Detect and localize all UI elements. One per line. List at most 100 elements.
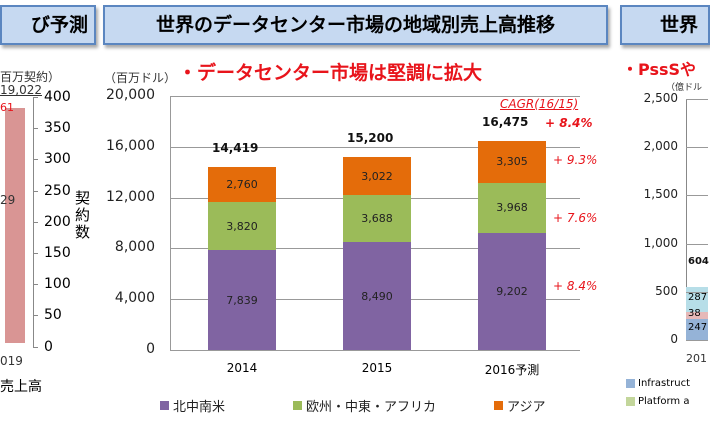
y-tick-label: 0 bbox=[146, 341, 155, 357]
bar-value-label: 2,760 bbox=[226, 177, 258, 191]
legend-emea: 欧州・中東・アフリカ bbox=[293, 396, 436, 415]
legend-label: Platform a bbox=[638, 396, 690, 407]
y-axis-unit: （百万ドル） bbox=[104, 71, 177, 85]
right-seg-software bbox=[686, 287, 708, 312]
bar-value-label: 3,820 bbox=[226, 219, 258, 233]
left-axis-tick bbox=[33, 284, 38, 286]
bar-segment: 2,760 bbox=[208, 166, 276, 202]
main-title: 世界のデータセンター市場の地域別売上高推移 bbox=[155, 14, 555, 36]
y-tick-label: 8,000 bbox=[114, 239, 155, 256]
y-tick-label: 16,000 bbox=[106, 137, 155, 154]
growth-asia: + 9.3% bbox=[553, 153, 598, 167]
cagr-total: + 8.4% bbox=[545, 116, 593, 130]
left-marker-value: 61 bbox=[0, 101, 14, 114]
right-legend-platform: Platform a bbox=[626, 396, 689, 407]
left-bar bbox=[5, 108, 25, 343]
right-seg-platform bbox=[686, 312, 708, 319]
left-axis-title: 契約数 bbox=[75, 189, 91, 241]
main-headline: ・データセンター市場は堅調に拡大 bbox=[178, 62, 483, 84]
legend-swatch bbox=[494, 401, 503, 410]
left-axis-tick-label: 0 bbox=[44, 338, 53, 355]
right-axis-tick-label: 1,500 bbox=[643, 187, 678, 202]
right-seg-label: 38 bbox=[688, 308, 701, 319]
right-seg-infra bbox=[686, 319, 708, 340]
bar-total-label: 14,419 bbox=[212, 140, 259, 155]
right-gridline bbox=[686, 147, 708, 149]
right-gridline bbox=[686, 99, 708, 100]
right-axis-line bbox=[686, 99, 687, 340]
bar-segment: 3,688 bbox=[343, 195, 411, 243]
left-axis-tick-label: 350 bbox=[44, 120, 71, 137]
left-axis-tick bbox=[33, 97, 38, 98]
growth-americas: + 8.4% bbox=[553, 279, 598, 293]
right-title-box: 世界 bbox=[620, 5, 710, 45]
right-legend-infra: Infrastruct bbox=[626, 378, 690, 389]
left-unit: 百万契約） bbox=[0, 70, 61, 84]
legend-swatch bbox=[626, 379, 635, 388]
x-tick-label: 2016予測 bbox=[484, 363, 540, 377]
bar-total-label: 16,475 bbox=[482, 114, 529, 129]
left-axis-tick bbox=[33, 253, 38, 254]
growth-emea: + 7.6% bbox=[553, 211, 598, 225]
legend-swatch bbox=[626, 397, 635, 406]
right-seg-label: 247 bbox=[688, 322, 708, 333]
bar-value-label: 3,022 bbox=[361, 169, 393, 183]
left-axis-tick-label: 250 bbox=[44, 182, 71, 199]
legend-asia: アジア bbox=[494, 396, 545, 415]
gridline bbox=[170, 96, 580, 97]
bar-segment: 3,022 bbox=[343, 156, 411, 196]
bar-segment: 7,839 bbox=[208, 250, 276, 350]
left-title: び予測 bbox=[30, 14, 88, 36]
bar-value-label: 3,688 bbox=[361, 212, 393, 226]
right-axis-tick-label: 2,000 bbox=[643, 139, 678, 154]
right-title: 世界 bbox=[660, 14, 699, 36]
right-unit: （億ドル bbox=[666, 83, 703, 93]
left-axis-tick bbox=[33, 159, 38, 161]
legend-label: 欧州・中東・アフリカ bbox=[306, 400, 437, 415]
bar-segment: 3,968 bbox=[478, 182, 546, 234]
right-headline: ・PssSや bbox=[622, 60, 697, 79]
left-axis-tick bbox=[33, 221, 38, 223]
right-seg-label: 287 bbox=[688, 292, 708, 303]
left-legend-fragment: 売上高 bbox=[0, 379, 42, 395]
bar-total-label: 15,200 bbox=[347, 130, 394, 145]
cagr-label: CAGR(16/15) bbox=[500, 97, 579, 111]
y-tick-label: 12,000 bbox=[106, 188, 155, 205]
y-axis-line bbox=[170, 96, 171, 350]
right-gridline bbox=[686, 291, 708, 293]
left-axis-tick bbox=[33, 346, 38, 348]
bar-value-label: 9,202 bbox=[496, 285, 528, 299]
left-top-value: 19,022 bbox=[0, 83, 42, 97]
right-gridline bbox=[686, 340, 708, 341]
right-gridline bbox=[686, 243, 708, 245]
right-total: 604 bbox=[688, 256, 709, 267]
left-axis-tick-label: 150 bbox=[44, 245, 71, 261]
bar-value-label: 3,968 bbox=[496, 201, 528, 215]
left-mid-value: 29 bbox=[0, 193, 16, 207]
gridline bbox=[170, 350, 580, 351]
left-title-box: び予測 bbox=[0, 5, 96, 45]
x-tick-label: 2015 bbox=[361, 361, 393, 375]
legend-americas: 北中南米 bbox=[160, 396, 225, 415]
y-tick-label: 20,000 bbox=[106, 87, 155, 103]
gridline bbox=[170, 146, 580, 148]
legend-swatch bbox=[293, 401, 302, 410]
right-axis-tick-label: 500 bbox=[655, 283, 678, 298]
left-axis-tick-label: 50 bbox=[44, 307, 62, 324]
right-axis-tick-label: 2,500 bbox=[643, 91, 678, 105]
bar-value-label: 8,490 bbox=[361, 289, 393, 303]
legend-label: 北中南米 bbox=[173, 400, 226, 415]
bar-segment: 8,490 bbox=[343, 242, 411, 350]
left-axis-tick bbox=[33, 315, 38, 317]
x-tick-label: 2014 bbox=[226, 361, 258, 375]
right-axis-tick-label: 1,000 bbox=[643, 235, 678, 250]
bar-value-label: 3,305 bbox=[496, 155, 528, 169]
left-axis-tick-label: 300 bbox=[44, 151, 71, 168]
left-axis-tick-label: 100 bbox=[44, 276, 71, 293]
legend-label: アジア bbox=[507, 400, 546, 415]
legend-swatch bbox=[160, 401, 169, 410]
legend-label: Infrastruct bbox=[638, 378, 691, 389]
right-axis-tick-label: 0 bbox=[670, 332, 678, 346]
left-x-label: 019 bbox=[0, 354, 23, 368]
right-x-label: 201 bbox=[686, 352, 707, 365]
